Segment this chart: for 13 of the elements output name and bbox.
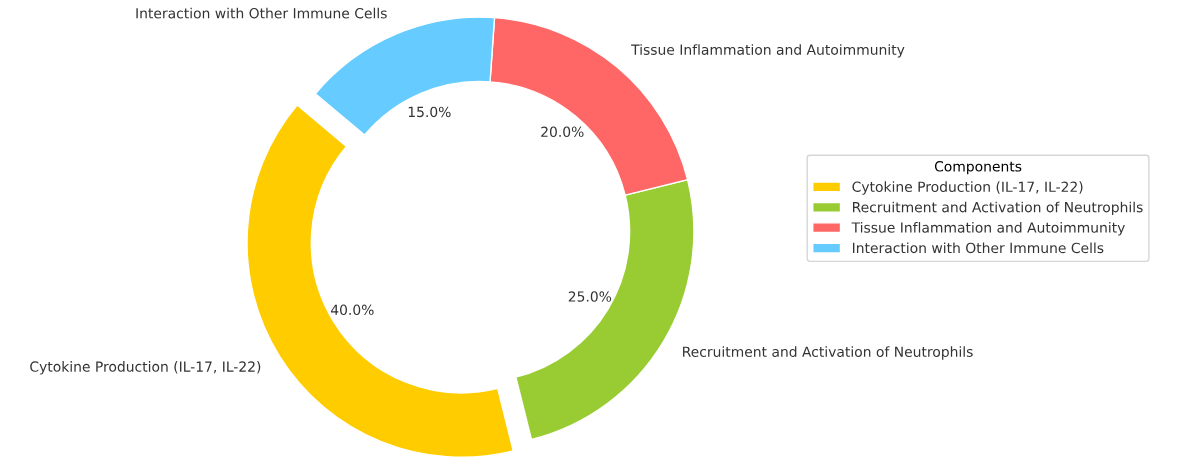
data-label: 20.0% xyxy=(541,126,584,138)
legend-label: Recruitment and Activation of Neutrophils xyxy=(852,201,1143,216)
legend-title: Components xyxy=(934,161,1022,175)
slice-label: Recruitment and Activation of Neutrophils xyxy=(683,346,973,360)
data-label: 15.0% xyxy=(408,106,451,118)
data-label: 40.0% xyxy=(330,304,374,316)
slice-label: Interaction with Other Immune Cells xyxy=(136,7,387,19)
slice-label: Cytokine Production (IL-17, IL-22) xyxy=(30,361,261,375)
legend-label: Cytokine Production (IL-17, IL-22) xyxy=(852,181,1083,195)
data-label: 25.0% xyxy=(568,291,612,302)
legend-label: Interaction with Other Immune Cells xyxy=(852,242,1104,254)
legend-label: Tissue Inflammation and Autoimmunity xyxy=(851,222,1125,236)
slice-label: Tissue Inflammation and Autoimmunity xyxy=(631,44,905,58)
